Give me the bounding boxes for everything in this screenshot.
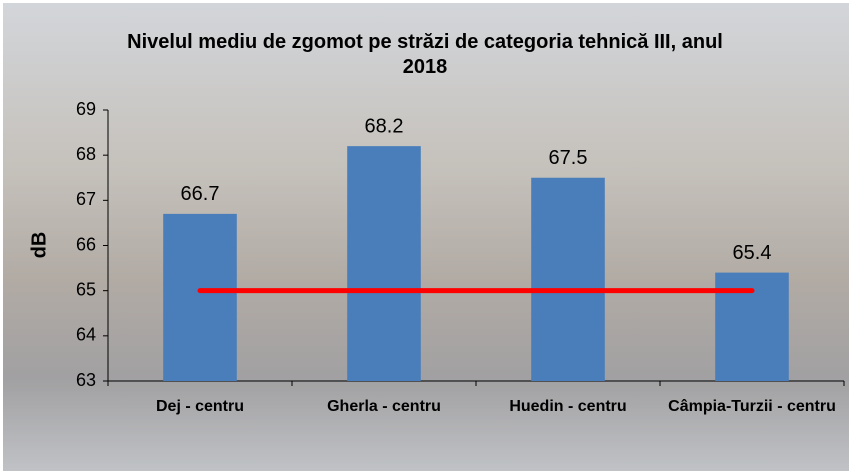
value-label: 67.5 [549,147,588,169]
y-axis-label: dB [28,232,50,259]
x-tick-label: Dej - centru [114,397,286,417]
y-tick-label: 68 [76,144,96,164]
y-tick-label: 63 [76,370,96,390]
y-tick-label: 66 [76,234,96,254]
bar [531,178,605,381]
value-label: 66.7 [181,183,220,205]
y-tick-label: 64 [76,325,96,345]
x-tick-label: Câmpia-Turzii - centru [666,397,838,417]
x-tick-label: Gherla - centru [298,397,470,417]
y-tick-label: 69 [76,99,96,119]
x-tick-label: Huedin - centru [482,397,654,417]
value-label: 65.4 [733,242,772,264]
bar [347,146,421,381]
chart-title: Nivelul mediu de zgomot pe străzi de cat… [115,30,735,80]
chart: dB 63 64 65 66 67 68 69 66.7 68.2 67.5 65.4 Nivelu… [0,0,852,474]
bar [163,214,237,381]
y-tick-label: 67 [76,189,96,209]
y-tick-label: 65 [76,279,96,299]
value-label: 68.2 [365,115,404,137]
